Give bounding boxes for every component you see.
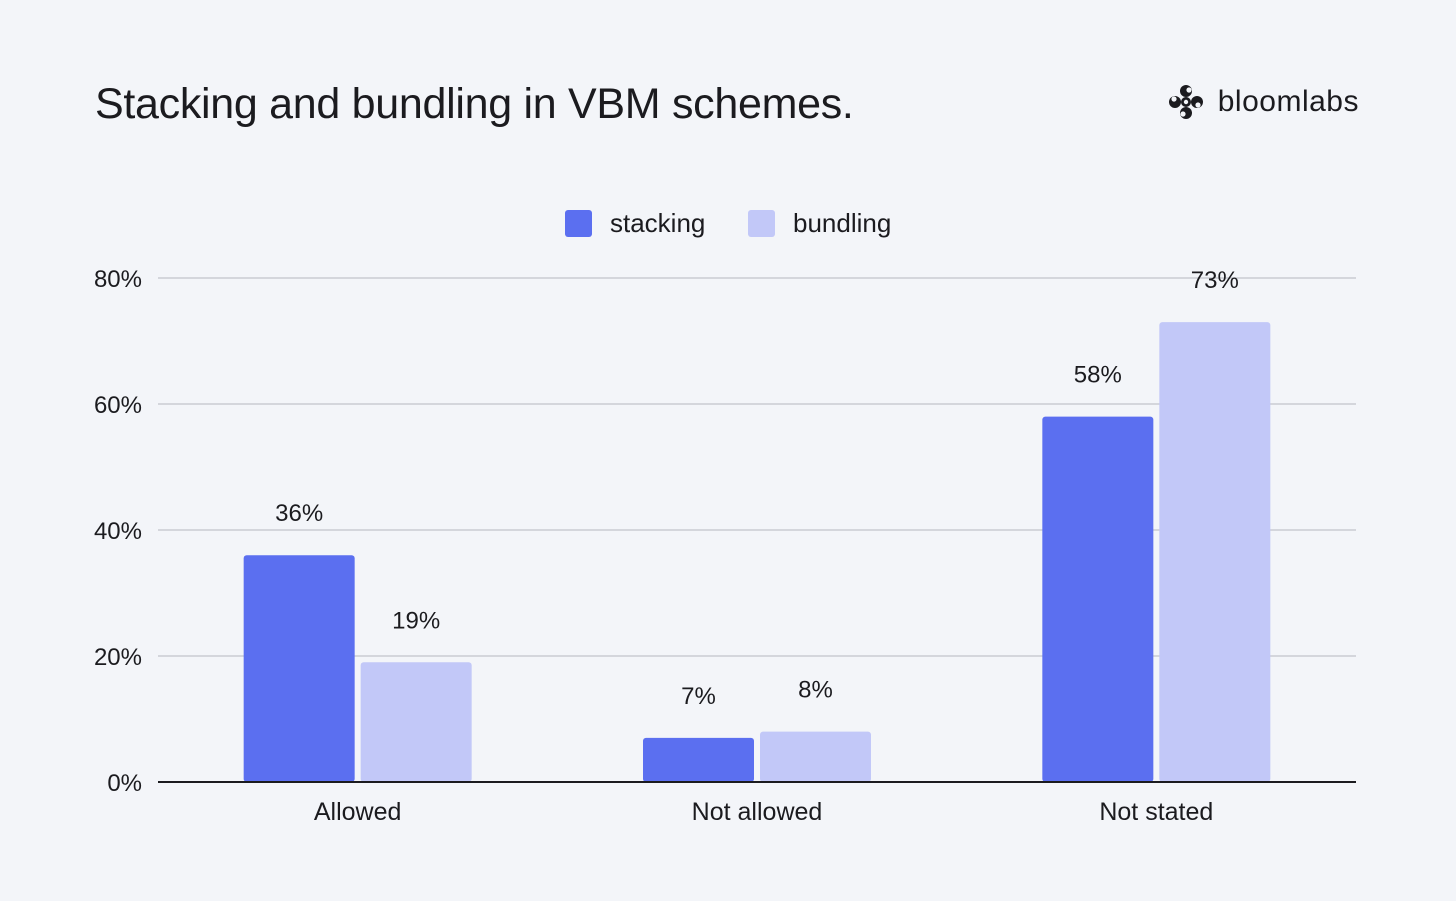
y-tick-label: 0%: [107, 770, 142, 797]
data-label: 73%: [1191, 267, 1239, 294]
bar-bundling: [360, 662, 472, 782]
bar-stacking: [643, 737, 754, 782]
brand: bloomlabs: [1168, 84, 1359, 120]
bar-stacking: [1042, 416, 1154, 782]
bar-bundling: [1159, 322, 1271, 782]
legend-label-bundling: bundling: [793, 208, 891, 238]
data-label: 7%: [681, 683, 716, 710]
legend-swatch-bundling: [748, 210, 775, 237]
x-tick-label: Allowed: [314, 798, 402, 826]
chart-title: Stacking and bundling in VBM schemes.: [95, 80, 854, 128]
data-label: 8%: [798, 677, 833, 704]
data-label: 19%: [392, 607, 440, 634]
data-label: 58%: [1074, 362, 1122, 389]
bloomlabs-logo-icon: [1168, 85, 1203, 119]
x-tick-label: Not stated: [1099, 798, 1213, 826]
bar-stacking: [243, 555, 355, 782]
legend-swatch-stacking: [565, 210, 592, 237]
legend-label-stacking: stacking: [610, 208, 705, 238]
brand-name: bloomlabs: [1217, 85, 1359, 118]
y-tick-label: 60%: [94, 392, 142, 419]
y-tick-label: 80%: [94, 266, 142, 293]
y-tick-label: 20%: [94, 644, 142, 671]
x-tick-label: Not allowed: [692, 798, 823, 826]
bar-bundling: [760, 731, 871, 782]
data-label: 36%: [275, 500, 323, 527]
y-tick-label: 40%: [94, 518, 142, 545]
